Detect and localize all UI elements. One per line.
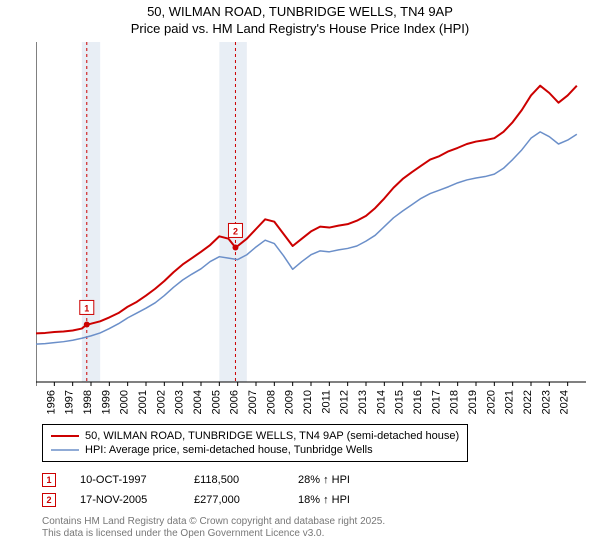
legend: 50, WILMAN ROAD, TUNBRIDGE WELLS, TN4 9A… xyxy=(42,424,468,462)
svg-text:1: 1 xyxy=(84,303,89,313)
svg-text:2019: 2019 xyxy=(467,390,479,414)
svg-text:1997: 1997 xyxy=(64,390,76,414)
svg-text:2024: 2024 xyxy=(559,390,571,414)
svg-text:2005: 2005 xyxy=(210,390,222,414)
svg-text:2011: 2011 xyxy=(320,390,332,414)
svg-text:2009: 2009 xyxy=(284,390,296,414)
legend-label-2: HPI: Average price, semi-detached house,… xyxy=(85,444,373,456)
svg-text:1995: 1995 xyxy=(36,390,39,414)
sale-marker-2: 2 xyxy=(42,493,56,507)
svg-text:2004: 2004 xyxy=(192,390,204,414)
svg-text:2017: 2017 xyxy=(430,390,442,414)
svg-text:2007: 2007 xyxy=(247,390,259,414)
legend-label-1: 50, WILMAN ROAD, TUNBRIDGE WELLS, TN4 9A… xyxy=(85,430,459,442)
title-line-2: Price paid vs. HM Land Registry's House … xyxy=(0,21,600,38)
footer-note: Contains HM Land Registry data © Crown c… xyxy=(42,516,385,540)
sale-row-2: 2 17-NOV-2005 £277,000 18% ↑ HPI xyxy=(42,490,378,510)
svg-text:2001: 2001 xyxy=(137,390,149,414)
svg-text:2015: 2015 xyxy=(394,390,406,414)
title-block: 50, WILMAN ROAD, TUNBRIDGE WELLS, TN4 9A… xyxy=(0,0,600,40)
legend-row-1: 50, WILMAN ROAD, TUNBRIDGE WELLS, TN4 9A… xyxy=(51,429,459,443)
svg-text:1996: 1996 xyxy=(45,390,57,414)
svg-text:1999: 1999 xyxy=(100,390,112,414)
svg-text:2002: 2002 xyxy=(155,390,167,414)
svg-text:2014: 2014 xyxy=(375,390,387,414)
sale-date-2: 17-NOV-2005 xyxy=(80,494,170,506)
sale-price-1: £118,500 xyxy=(194,474,274,486)
title-line-1: 50, WILMAN ROAD, TUNBRIDGE WELLS, TN4 9A… xyxy=(0,4,600,21)
legend-swatch-red xyxy=(51,431,79,441)
svg-text:2012: 2012 xyxy=(339,390,351,414)
svg-text:2: 2 xyxy=(233,226,238,236)
chart-container: 50, WILMAN ROAD, TUNBRIDGE WELLS, TN4 9A… xyxy=(0,0,600,560)
sale-rows: 1 10-OCT-1997 £118,500 28% ↑ HPI 2 17-NO… xyxy=(42,470,378,510)
svg-text:2013: 2013 xyxy=(357,390,369,414)
legend-row-2: HPI: Average price, semi-detached house,… xyxy=(51,443,459,457)
sale-price-2: £277,000 xyxy=(194,494,274,506)
sale-marker-1: 1 xyxy=(42,473,56,487)
svg-text:2016: 2016 xyxy=(412,390,424,414)
sale-hpi-2: 18% ↑ HPI xyxy=(298,494,378,506)
footer-line-1: Contains HM Land Registry data © Crown c… xyxy=(42,516,385,528)
chart-area: £0£100K£200K£300K£400K£500K£600K£700K199… xyxy=(36,42,586,418)
svg-text:2018: 2018 xyxy=(449,390,461,414)
svg-text:2010: 2010 xyxy=(302,390,314,414)
svg-text:2021: 2021 xyxy=(504,390,516,414)
svg-text:2008: 2008 xyxy=(265,390,277,414)
svg-text:1998: 1998 xyxy=(82,390,94,414)
svg-text:2003: 2003 xyxy=(174,390,186,414)
svg-text:2023: 2023 xyxy=(540,390,552,414)
sale-date-1: 10-OCT-1997 xyxy=(80,474,170,486)
svg-text:2020: 2020 xyxy=(485,390,497,414)
svg-text:2022: 2022 xyxy=(522,390,534,414)
legend-swatch-blue xyxy=(51,445,79,455)
footer-line-2: This data is licensed under the Open Gov… xyxy=(42,528,385,540)
sale-row-1: 1 10-OCT-1997 £118,500 28% ↑ HPI xyxy=(42,470,378,490)
svg-text:2000: 2000 xyxy=(119,390,131,414)
sale-hpi-1: 28% ↑ HPI xyxy=(298,474,378,486)
svg-text:2006: 2006 xyxy=(229,390,241,414)
chart-svg: £0£100K£200K£300K£400K£500K£600K£700K199… xyxy=(36,42,586,418)
